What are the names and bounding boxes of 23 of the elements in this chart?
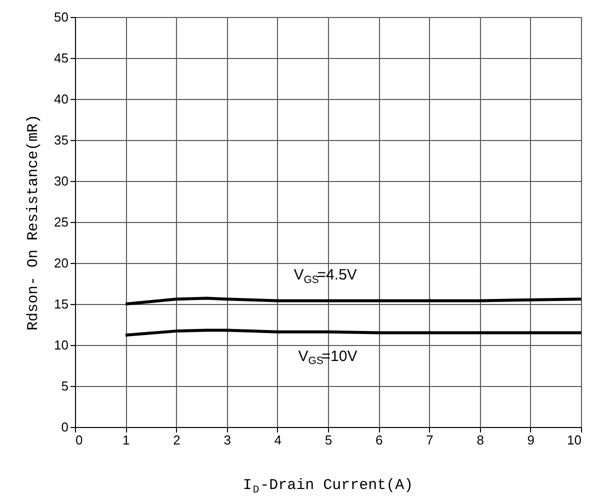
x-tick-label: 0 (76, 432, 83, 448)
y-tick-label: 20 (54, 256, 68, 270)
y-tick-label: 5 (61, 378, 68, 394)
y-tick-label: 0 (61, 420, 68, 434)
x-tick-label: 7 (426, 432, 434, 448)
y-tick-label: 40 (54, 92, 68, 106)
x-tick-label: 4 (274, 432, 282, 448)
y-axis-title: Rdson- On Resistance(mR) (25, 114, 42, 331)
y-tick-label: 30 (54, 174, 68, 188)
x-tick-label: 1 (122, 432, 130, 448)
y-tick-label: 15 (54, 296, 68, 312)
y-tick-label: 45 (54, 50, 68, 66)
x-tick-label: 3 (224, 432, 231, 448)
x-tick-label: 6 (375, 432, 383, 448)
x-tick-label: 5 (324, 432, 332, 448)
y-tick-label: 25 (54, 214, 68, 230)
y-tick-label: 50 (54, 10, 68, 24)
x-tick-label: 10 (567, 432, 582, 448)
y-tick-label: 35 (54, 132, 68, 148)
x-tick-label: 2 (173, 432, 180, 448)
x-tick-label: 8 (476, 432, 484, 448)
y-tick-label: 10 (54, 338, 68, 352)
x-tick-label: 9 (527, 432, 535, 448)
